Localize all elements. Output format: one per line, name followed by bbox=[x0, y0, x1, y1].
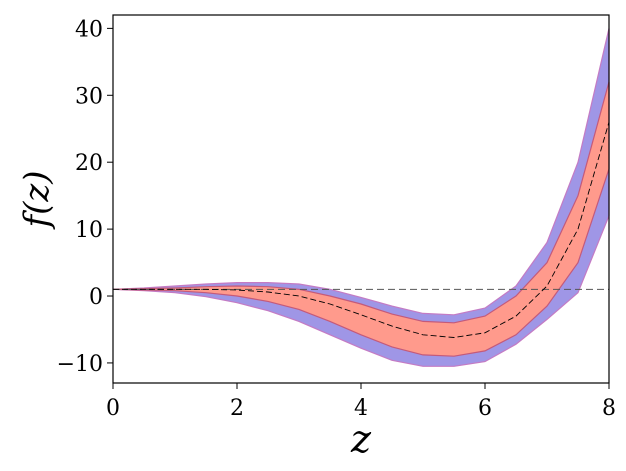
x-tick-label: 6 bbox=[478, 396, 492, 421]
y-axis-ticks: −10 0 10 20 30 40 bbox=[57, 17, 113, 377]
chart-lines bbox=[113, 121, 610, 338]
y-tick-label: 20 bbox=[75, 151, 103, 176]
confidence-bands bbox=[112, 28, 610, 367]
x-axis-ticks: 0 2 4 6 8 bbox=[106, 383, 616, 421]
y-tick-label: 0 bbox=[89, 285, 103, 310]
x-tick-label: 4 bbox=[354, 396, 368, 421]
band-1sigma bbox=[112, 81, 610, 357]
median-line bbox=[113, 121, 610, 338]
y-tick-label: 30 bbox=[75, 84, 103, 109]
x-tick-label: 0 bbox=[106, 396, 120, 421]
y-tick-label: −10 bbox=[57, 352, 103, 377]
x-tick-label: 2 bbox=[230, 396, 244, 421]
y-axis-label: f(z) bbox=[17, 170, 57, 230]
x-axis-label: z bbox=[350, 417, 372, 461]
x-tick-label: 8 bbox=[602, 396, 616, 421]
y-tick-label: 10 bbox=[75, 218, 103, 243]
y-tick-label: 40 bbox=[75, 17, 103, 42]
